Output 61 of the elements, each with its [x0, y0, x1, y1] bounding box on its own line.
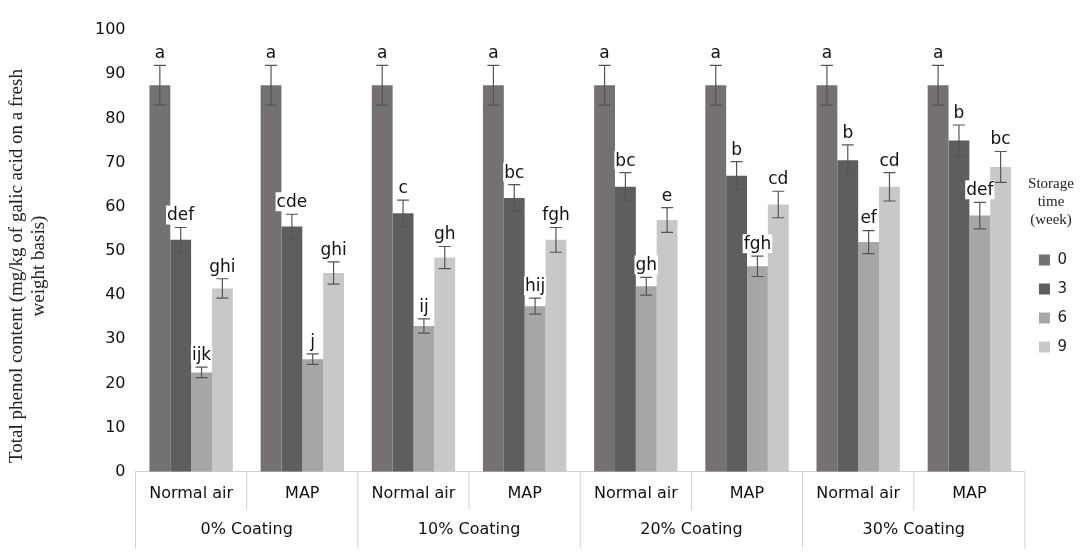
data-label: a: [821, 42, 833, 63]
y-tick-label: 0: [115, 460, 126, 480]
data-label: b: [842, 121, 854, 142]
legend-label: 3: [1057, 278, 1067, 297]
data-label: ij: [419, 295, 429, 316]
y-tick-label: 100: [94, 19, 126, 39]
data-label: cd: [768, 168, 789, 189]
y-tick-label: 90: [105, 63, 126, 83]
y-tick-label: 30: [105, 328, 126, 348]
data-label: b: [731, 138, 742, 159]
x-tick-label: MAP: [507, 482, 543, 502]
x-tick-label: MAP: [729, 482, 765, 502]
data-label: hij: [524, 275, 546, 296]
x-tick-label: Normal air: [371, 482, 456, 502]
text: 20% Coating: [640, 518, 743, 538]
y-tick-label: 60: [105, 195, 126, 215]
y-tick-label: 20: [105, 372, 126, 392]
data-label: a: [488, 42, 499, 63]
data-label: cde: [276, 191, 308, 212]
x-tick-label: MAP: [285, 482, 320, 502]
data-label: gh: [635, 254, 658, 275]
y-tick-label: 40: [105, 284, 126, 304]
data-label: c: [398, 177, 408, 198]
data-label: fgh: [542, 204, 570, 225]
data-label: b: [953, 101, 965, 122]
data-label: a: [932, 42, 944, 63]
data-label: bc: [504, 161, 525, 182]
data-label: a: [265, 42, 277, 63]
y-tick-label: 80: [105, 107, 126, 127]
data-label: a: [710, 42, 721, 63]
y-tick-label: 10: [105, 416, 126, 436]
data-label: fgh: [743, 233, 772, 254]
y-tick-label: 70: [105, 151, 126, 171]
x-tick-label: Normal air: [816, 482, 901, 502]
data-label: bc: [990, 128, 1011, 149]
data-label: def: [966, 179, 995, 200]
data-label: ijk: [191, 344, 212, 365]
x-tick-label: MAP: [952, 482, 987, 502]
data-label: ghi: [320, 238, 347, 259]
legend-label: 9: [1057, 336, 1067, 355]
text: 10% Coating: [417, 518, 521, 538]
legend-label: 0: [1057, 249, 1067, 268]
y-tick-label: 50: [105, 240, 126, 260]
data-label: a: [154, 42, 166, 63]
legend-label: 6: [1057, 307, 1067, 326]
data-label: bc: [615, 149, 636, 170]
y-axis-title: Total phenol content (mg/kg of galic acid on a fresh weight basis): [5, 68, 49, 465]
data-label: a: [599, 42, 610, 63]
data-label: j: [309, 330, 316, 351]
text: 0% Coating: [200, 518, 293, 538]
x-tick-label: Normal air: [149, 482, 234, 502]
data-label: gh: [433, 223, 456, 244]
data-label: cd: [879, 149, 900, 170]
text: 30% Coating: [862, 518, 965, 538]
legend-title: Storage time (week): [1028, 174, 1075, 228]
data-label: ghi: [209, 255, 236, 276]
data-label: ef: [860, 207, 878, 228]
x-tick-label: Normal air: [593, 482, 679, 502]
data-label: e: [661, 184, 673, 205]
data-label: def: [167, 204, 196, 225]
data-label: a: [377, 42, 388, 63]
